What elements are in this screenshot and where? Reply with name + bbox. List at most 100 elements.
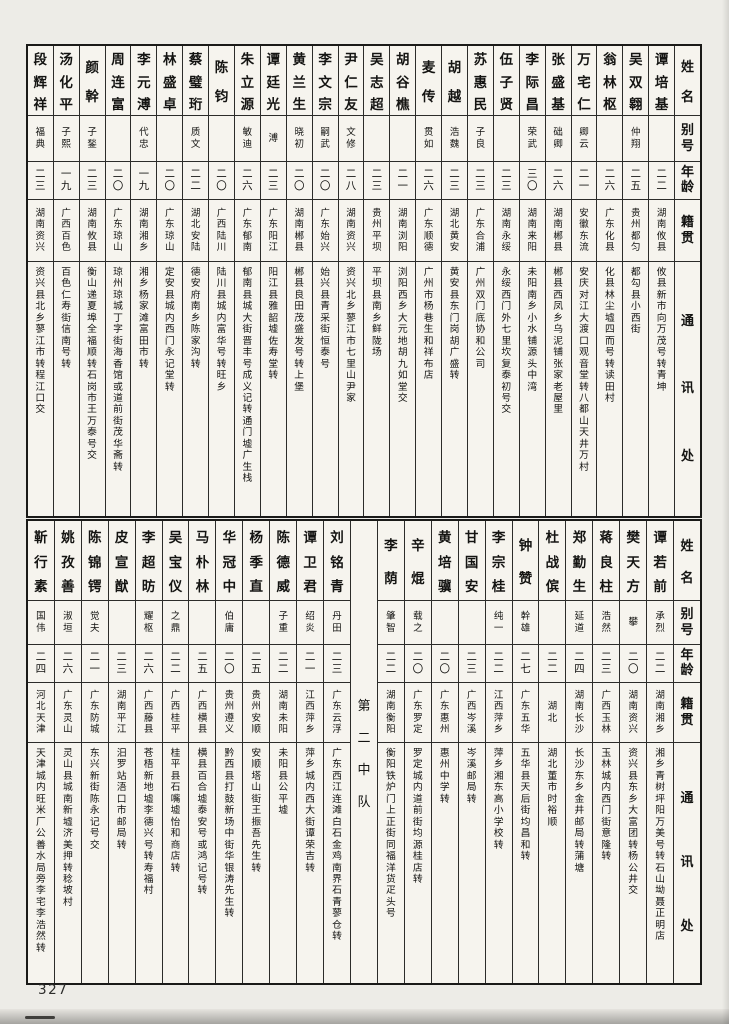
person-alias: 伯庸 [216,601,243,645]
person-alias [649,116,675,162]
person-alias [390,116,416,162]
person-native-place: 江西萍乡 [485,683,512,743]
person-age: 二一 [390,162,416,200]
person-native-place: 广东合浦 [467,200,493,262]
person-alias: 卿云 [571,116,597,162]
header-column: 姓名别号年龄籍贯通讯处 [674,46,700,516]
person-name: 李超昉 [135,521,162,601]
person-contact-address: 惠州中学转 [439,748,450,805]
person-native-place: 湖北黄安 [442,200,467,262]
person-contact-address: 郁南县城大街晋丰号成义记转通门墟广生栈 [242,267,253,485]
person-alias: 纯一 [485,601,512,645]
person-age: 二三 [593,645,620,683]
person-native-place: 广东惠州 [431,683,458,743]
person-age: 二二 [485,645,512,683]
person-contact-address: 广州双门底协和公司 [475,267,486,370]
person-age: 二三 [467,162,493,200]
person-age: 二〇 [431,645,458,683]
person-alias: 福典 [27,116,53,162]
person-alias [458,601,485,645]
person-native-place: 湖南来阳 [519,200,545,262]
person-native-place: 湖南永绥 [493,200,519,262]
person-column: 李文宗嗣武二〇广东始兴始兴县青采街恒泰号 [311,46,338,516]
person-age: 一九 [53,162,79,200]
person-alias: 代忠 [131,116,157,162]
person-name: 汤化平 [53,46,79,116]
person-contact-address: 长沙东乡金井邮局转蒲塘 [574,748,585,874]
person-column: 颜幹子鍫二三湖南攸县衡山递夏埠全福顺转石岗市王万泰号交 [78,46,105,516]
person-contact-address: 郴县西凤乡乌泥铺张家老屋里 [553,267,563,416]
header-cell-native: 籍贯 [674,683,700,743]
person-native-place: 广东琼山 [157,200,183,262]
scan-artifact [25,1016,55,1019]
person-native-place: 湖南郴县 [545,200,571,262]
person-alias: 仲翔 [623,116,649,162]
person-age: 二三 [324,645,351,683]
person-alias: 耀枢 [135,601,162,645]
person-column: 谭廷光溥二三广东阳江阳江县雅韶墟佐寿堂转 [259,46,286,516]
person-contact-address: 东兴新街陈永记号交 [89,748,100,851]
person-contact-address: 攸县新市向万茂号转青坤 [656,267,667,393]
person-native-place: 广东琼山 [105,200,131,262]
person-contact-address: 化县林尘墟四而号转读田村 [604,267,615,404]
person-contact-address: 平坝县南乡鲜陇场 [371,267,382,359]
person-age: 一九 [131,162,157,200]
person-contact-address: 资兴县东乡大富团转杨公井交 [628,748,639,897]
person-name: 伍子贤 [493,46,519,116]
person-alias [209,116,234,162]
person-name: 谭若前 [647,521,674,601]
person-name: 朱立源 [234,46,260,116]
person-column: 郑勤生延道二四湖南长沙长沙东乡金井邮局转蒲塘 [565,521,593,983]
person-column: 李际昌荣武三〇湖南来阳未阳南乡小水铺源头中湾 [518,46,545,516]
person-column: 胡越浩魏二三湖北黄安黄安县东门岗胡广盛转 [441,46,467,516]
person-alias [243,601,270,645]
person-column: 周连富二〇广东琼山琼州琼城丁字街海香馆或道前街茂华斋转 [104,46,131,516]
person-native-place: 广东五华 [512,683,539,743]
person-alias: 荣武 [519,116,545,162]
person-alias: 子熙 [53,116,79,162]
person-native-place: 湖南资兴 [27,200,53,262]
squad-label: 第二中队 [357,698,371,810]
person-column: 蒋良柱浩然二三广西玉林玉林城内西门街意隆转 [592,521,620,983]
header-cell-name: 姓名 [675,46,700,116]
person-native-place: 安徽东流 [571,200,597,262]
person-alias: 载之 [404,601,431,645]
person-name: 李宗桂 [485,521,512,601]
person-name: 尹仁友 [338,46,364,116]
person-contact-address: 苍梧新地墟李德兴号转寿福村 [143,748,154,897]
person-name: 马朴林 [189,521,216,601]
person-column: 谭卫君绍炎二一江西萍乡萍乡城内西大街谭荣吉转 [296,521,324,983]
person-name: 刘铭青 [324,521,351,601]
person-alias: 贯如 [416,116,442,162]
person-age: 二六 [416,162,442,200]
person-column: 谭若前承烈二二湖南湘乡湘乡青树坪阳万美号转石山坳聂正明店 [646,521,674,983]
person-age: 二七 [512,645,539,683]
person-column: 万宅仁卿云二一安徽东流安庆对江大渡口观音堂转八都山天井万村 [570,46,597,516]
person-age: 二一 [81,645,108,683]
header-cell-name: 姓名 [674,521,700,601]
person-alias: 文修 [338,116,364,162]
person-native-place: 贵州平坝 [364,200,390,262]
person-native-place: 广东始兴 [312,200,338,262]
person-alias: 淑垣 [54,601,81,645]
person-alias: 之鼎 [162,601,189,645]
person-column: 陈德威子重二二湖南未阳未阳县公平墟 [269,521,297,983]
person-native-place: 贵州遵义 [216,683,243,743]
person-contact-address: 五华县天后街均昌和转 [520,748,531,863]
person-alias: 幹雄 [512,601,539,645]
person-name: 胡谷樵 [390,46,416,116]
person-alias: 子良 [467,116,493,162]
person-age: 二五 [623,162,649,200]
person-native-place: 广西桂平 [162,683,189,743]
person-age: 二五 [189,645,216,683]
person-column: 张盛基础卿二六湖南郴县郴县西凤乡乌泥铺张家老屋里 [544,46,571,516]
person-native-place: 湖南攸县 [79,200,105,262]
person-column: 钟赞幹雄二七广东五华五华县天后街均昌和转 [511,521,539,983]
person-name: 颜幹 [79,46,105,116]
person-age: 二四 [566,645,593,683]
person-age: 二六 [135,645,162,683]
person-name: 吴双翱 [623,46,649,116]
person-age: 二六 [597,162,623,200]
person-alias [108,601,135,645]
squad-divider-column: 第二中队 [350,521,377,983]
